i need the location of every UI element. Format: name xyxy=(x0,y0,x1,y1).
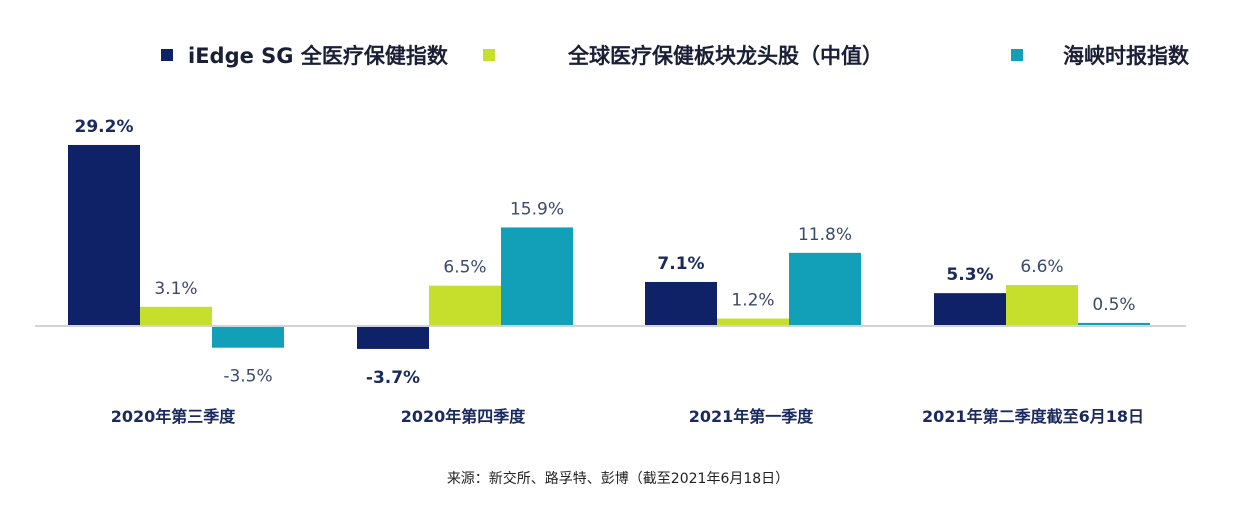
legend-swatch-iedge xyxy=(161,49,173,61)
legend-label-sti: 海峡时报指数 xyxy=(1063,44,1190,68)
data-label-global-leaders-q3-2020: 3.1% xyxy=(154,279,197,299)
bar-sti-q2-2021 xyxy=(1078,322,1150,326)
bar-iedge-q3-2020 xyxy=(68,144,140,326)
category-label-q1-2021: 2021年第一季度 xyxy=(689,407,815,426)
data-label-sti-q3-2020: -3.5% xyxy=(223,367,272,387)
bar-iedge-q2-2021 xyxy=(934,293,1006,326)
bar-sti-q4-2020 xyxy=(501,227,573,326)
bar-iedge-q1-2021 xyxy=(645,281,717,326)
data-label-global-leaders-q1-2021: 1.2% xyxy=(731,291,774,311)
bar-global-leaders-q3-2020 xyxy=(140,306,212,326)
legend-swatch-sti xyxy=(1011,49,1023,61)
bar-sti-q3-2020 xyxy=(212,326,284,348)
bar-global-leaders-q2-2021 xyxy=(1006,285,1078,326)
legend-label-iedge: iEdge SG 全医疗保健指数 xyxy=(188,44,449,68)
category-label-q3-2020: 2020年第三季度 xyxy=(111,407,237,426)
source-note: 来源：新交所、路孚特、彭博（截至2021年6月18日） xyxy=(447,470,789,487)
category-label-q2-2021: 2021年第二季度截至6月18日 xyxy=(922,407,1144,426)
legend-label-global-leaders: 全球医疗保健板块龙头股（中值） xyxy=(567,44,883,68)
legend: iEdge SG 全医疗保健指数 全球医疗保健板块龙头股（中值） 海峡时报指数 xyxy=(161,44,1190,68)
category-axis: 2020年第三季度 2020年第四季度 2021年第一季度 2021年第二季度截至6月… xyxy=(111,407,1144,426)
data-label-iedge-q2-2021: 5.3% xyxy=(946,265,993,285)
data-label-iedge-q1-2021: 7.1% xyxy=(657,254,704,274)
data-label-global-leaders-q4-2020: 6.5% xyxy=(443,258,486,278)
bar-global-leaders-q1-2021 xyxy=(717,318,789,326)
data-label-global-leaders-q2-2021: 6.6% xyxy=(1020,257,1063,277)
data-label-sti-q1-2021: 11.8% xyxy=(798,225,852,245)
data-label-sti-q2-2021: 0.5% xyxy=(1092,295,1135,315)
data-label-sti-q4-2020: 15.9% xyxy=(510,199,564,219)
bar-sti-q1-2021 xyxy=(789,252,861,326)
data-label-iedge-q3-2020: 29.2% xyxy=(75,117,134,137)
data-label-iedge-q4-2020: -3.7% xyxy=(366,368,420,388)
plot-area: 29.2% -3.7% 7.1% 5.3% 3.1% 6.5% 1.2% 6.6% -3.5% 1… xyxy=(68,117,1150,388)
category-label-q4-2020: 2020年第四季度 xyxy=(401,407,527,426)
bar-iedge-q4-2020 xyxy=(357,326,429,349)
bar-global-leaders-q4-2020 xyxy=(429,285,501,326)
legend-swatch-global-leaders xyxy=(483,49,495,61)
